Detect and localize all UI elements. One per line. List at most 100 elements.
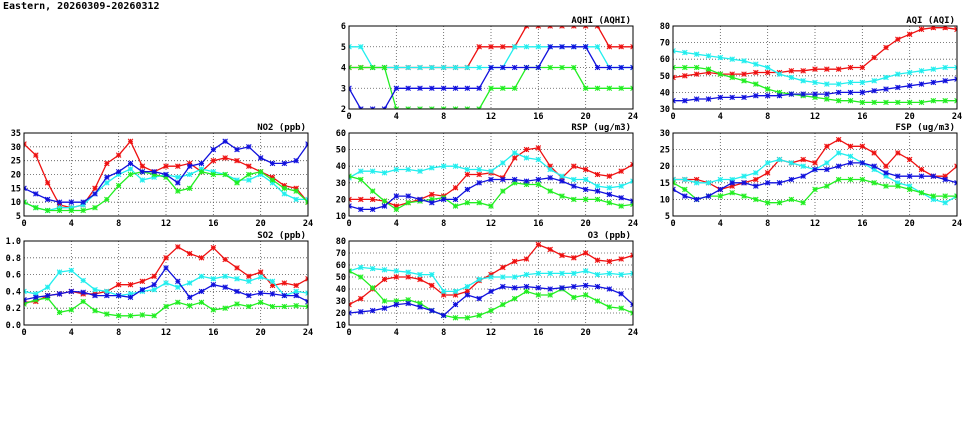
x-tick-label: 8 xyxy=(116,219,121,229)
green-data-point xyxy=(358,176,364,183)
y-tick-label: 10 xyxy=(660,195,670,205)
red-data-point xyxy=(582,250,589,256)
green-data-point xyxy=(824,183,830,189)
blue-data-point xyxy=(127,294,134,301)
green-data-point xyxy=(535,292,542,298)
x-tick-label: 12 xyxy=(486,112,496,122)
green-data-point xyxy=(488,85,494,92)
x-tick-label: 20 xyxy=(581,219,591,229)
blue-data-point xyxy=(104,174,110,181)
red-data-point xyxy=(559,252,565,259)
cyan-data-point xyxy=(464,283,471,290)
cyan-data-point xyxy=(729,56,735,62)
red-data-point xyxy=(906,156,913,163)
cyan-data-point xyxy=(753,170,759,176)
cyan-data-point xyxy=(571,270,577,277)
green-data-point xyxy=(906,186,913,193)
green-data-point xyxy=(381,198,388,204)
blue-data-point xyxy=(429,199,435,206)
red-data-point xyxy=(942,26,948,31)
aqhi-chart: 0 4 8 12 16 20 24 2 3 4 5 6 AQHI (AQHI) xyxy=(341,16,638,122)
red-data-point xyxy=(246,273,252,280)
y-tick-label: 50 xyxy=(336,146,346,156)
green-data-point xyxy=(246,171,252,178)
blue-data-point xyxy=(535,64,542,71)
cyan-data-point xyxy=(682,49,688,56)
y-tick-label: 10 xyxy=(336,321,346,331)
cyan-data-point xyxy=(895,71,901,77)
red-data-point xyxy=(930,26,937,31)
green-data-point xyxy=(535,181,542,188)
blue-data-point xyxy=(500,283,506,290)
cyan-data-point xyxy=(535,43,542,50)
x-tick-label: 24 xyxy=(952,219,962,229)
cyan-data-point xyxy=(571,176,577,183)
red-data-point xyxy=(741,71,747,77)
x-tick-label: 0 xyxy=(346,112,351,122)
x-tick-label: 8 xyxy=(765,112,770,122)
red-data-point xyxy=(269,282,276,289)
blue-data-point xyxy=(618,64,624,71)
green-data-point xyxy=(764,199,771,206)
blue-data-point xyxy=(269,160,276,167)
green-data-point xyxy=(582,292,589,298)
cyan-data-point xyxy=(269,278,276,285)
red-data-point xyxy=(859,143,866,150)
cyan-data-point xyxy=(705,53,712,59)
blue-data-point xyxy=(511,285,518,291)
green-data-point xyxy=(776,199,783,206)
cyan-data-point xyxy=(594,43,601,50)
blue-data-point xyxy=(693,96,700,102)
cyan-data-point xyxy=(705,180,712,186)
y-tick-label: 70 xyxy=(336,249,346,259)
cyan-data-point xyxy=(764,160,771,166)
blue-data-point xyxy=(594,188,601,194)
fsp-chart: 0 4 8 12 16 20 24 5 10 15 20 25 30 FSP (ug/m3) xyxy=(660,123,962,229)
blue-data-point xyxy=(606,64,613,71)
blue-data-point xyxy=(582,282,589,289)
green-data-point xyxy=(163,174,169,181)
blue-data-point xyxy=(139,168,146,175)
cyan-data-point xyxy=(776,71,783,77)
cyan-data-point xyxy=(127,166,134,172)
x-tick-label: 8 xyxy=(116,328,121,338)
red-data-point xyxy=(847,64,854,71)
cyan-data-point xyxy=(500,160,506,166)
x-tick-label: 8 xyxy=(441,219,446,229)
green-data-point xyxy=(56,207,63,214)
green-data-point xyxy=(895,99,901,106)
blue-data-point xyxy=(883,170,889,176)
cyan-data-point xyxy=(139,177,146,183)
y-tick-label: 35 xyxy=(11,129,21,139)
green-data-point xyxy=(488,203,494,209)
y-tick-label: 30 xyxy=(660,129,670,139)
cyan-data-point xyxy=(56,269,63,275)
blue-data-point xyxy=(381,305,388,311)
green-data-point xyxy=(618,85,624,92)
green-data-point xyxy=(547,292,553,298)
cyan-data-point xyxy=(405,269,411,275)
green-data-point xyxy=(151,312,157,319)
cyan-data-point xyxy=(693,51,700,58)
y-tick-label: 40 xyxy=(336,285,346,295)
x-tick-label: 0 xyxy=(670,219,675,229)
blue-data-point xyxy=(571,43,577,50)
x-tick-label: 16 xyxy=(208,219,218,229)
green-data-point xyxy=(835,97,842,104)
blue-data-point xyxy=(198,288,205,295)
red-data-point xyxy=(582,166,589,173)
green-data-point xyxy=(571,196,577,203)
green-data-point xyxy=(405,199,411,206)
green-data-point xyxy=(393,298,400,304)
blue-data-point xyxy=(393,193,400,199)
blue-data-point xyxy=(488,176,494,183)
green-data-point xyxy=(452,203,459,209)
blue-data-point xyxy=(906,173,913,179)
blue-data-point xyxy=(606,286,613,292)
blue-data-point xyxy=(429,85,435,92)
cyan-data-point xyxy=(269,180,276,186)
blue-data-point xyxy=(812,91,818,97)
x-tick-label: 20 xyxy=(905,219,915,229)
blue-data-point xyxy=(198,160,205,167)
green-data-point xyxy=(594,298,601,304)
